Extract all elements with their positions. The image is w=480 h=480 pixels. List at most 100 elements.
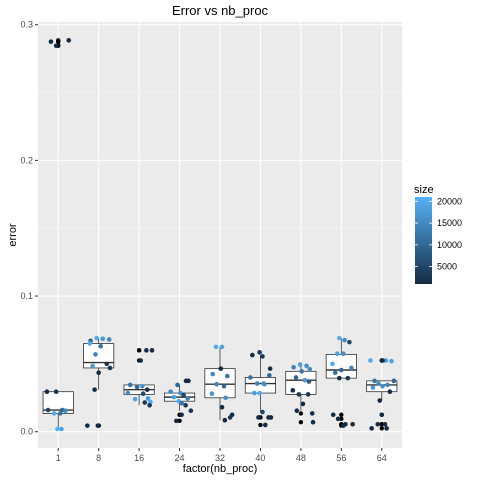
outlier-point	[339, 412, 344, 417]
jitter-point	[48, 39, 54, 44]
jitter-point	[53, 389, 59, 394]
jitter-point	[223, 395, 228, 401]
data-points	[44, 38, 397, 432]
jitter-point	[252, 390, 257, 396]
x-tick-label: 48	[296, 453, 306, 463]
legend-tick-label: 15000	[437, 218, 462, 228]
legend-tick-label: 5000	[437, 262, 457, 272]
jitter-point	[262, 422, 268, 428]
jitter-point	[66, 38, 72, 43]
jitter-point	[296, 392, 302, 397]
x-tick-label: 16	[134, 453, 144, 463]
jitter-point	[370, 385, 376, 390]
jitter-point	[93, 352, 98, 357]
size-legend: size 5000 10000 15000 20000	[414, 184, 462, 284]
box-iqr	[204, 368, 236, 399]
x-tick-label: 32	[215, 453, 225, 463]
jitter-point	[337, 335, 342, 341]
jitter-point	[140, 391, 146, 397]
jitter-point	[138, 358, 144, 363]
jitter-point	[290, 388, 296, 393]
jitter-point	[55, 426, 60, 432]
jitter-point	[260, 354, 265, 359]
jitter-point	[104, 361, 110, 367]
jitter-point	[127, 382, 133, 388]
outlier-point	[379, 422, 384, 427]
jitter-point	[181, 392, 186, 398]
jitter-point	[186, 378, 191, 384]
jitter-point	[106, 337, 112, 342]
jitter-point	[214, 381, 220, 387]
jitter-point	[45, 407, 51, 413]
jitter-point	[293, 375, 299, 380]
box-40	[244, 355, 277, 413]
jitter-point	[347, 339, 352, 345]
jitter-point	[175, 382, 180, 388]
x-tick-label: 64	[377, 453, 387, 463]
outlier-point	[258, 422, 263, 428]
jitter-point	[294, 408, 300, 413]
jitter-point	[382, 421, 388, 427]
jitter-point	[185, 396, 190, 401]
jitter-point	[179, 412, 184, 418]
jitter-point	[268, 415, 274, 420]
jitter-point	[144, 387, 150, 392]
y-tick-label: 0.3	[20, 20, 33, 30]
jitter-point	[140, 383, 145, 389]
box-iqr	[244, 377, 277, 394]
jitter-point	[379, 412, 385, 418]
jitter-point	[339, 367, 344, 373]
jitter-point	[90, 363, 95, 369]
box-iqr	[285, 370, 317, 395]
outlier-point	[177, 418, 182, 424]
jitter-point	[257, 390, 262, 396]
jitter-point	[95, 423, 101, 428]
jitter-point	[389, 358, 394, 364]
jitter-point	[145, 396, 151, 401]
legend-tick-label: 10000	[437, 240, 462, 250]
jitter-point	[376, 381, 381, 386]
jitter-point	[332, 370, 338, 376]
jitter-point	[380, 358, 385, 363]
legend-title: size	[414, 184, 434, 196]
jitter-point	[342, 337, 347, 343]
x-axis-title: factor(nb_proc)	[183, 463, 258, 475]
y-tick-label: 0.2	[20, 155, 33, 165]
jitter-point	[383, 358, 389, 363]
jitter-point	[330, 361, 335, 367]
jitter-point	[44, 389, 50, 394]
jitter-point	[304, 363, 309, 369]
jitter-point	[387, 389, 393, 394]
outlier-point	[56, 38, 61, 43]
jitter-point	[349, 365, 354, 371]
jitter-point	[174, 418, 179, 424]
x-tick-label: 1	[56, 453, 61, 463]
jitter-point	[345, 375, 351, 381]
jitter-point	[134, 384, 140, 390]
jitter-point	[300, 401, 306, 407]
jitter-point	[250, 352, 255, 358]
jitter-point	[94, 335, 99, 341]
jitter-point	[391, 378, 397, 384]
x-tick-label: 8	[96, 453, 101, 463]
jitter-point	[92, 387, 97, 392]
outlier-point	[298, 420, 304, 425]
jitter-point	[384, 426, 389, 431]
jitter-point	[221, 383, 227, 389]
jitter-point	[183, 402, 188, 408]
jitter-point	[368, 358, 373, 363]
jitter-point	[53, 43, 59, 49]
y-axis-title: error	[7, 223, 19, 247]
legend-tick-label: 20000	[437, 196, 462, 206]
jitter-point	[297, 362, 303, 367]
jitter-point	[335, 416, 341, 422]
jitter-point	[132, 396, 138, 402]
jitter-point	[310, 419, 316, 425]
x-tick-label: 56	[336, 453, 346, 463]
jitter-point	[171, 394, 177, 400]
jitter-point	[260, 409, 265, 415]
jitter-point	[267, 366, 273, 371]
jitter-point	[147, 402, 152, 408]
jitter-point	[341, 423, 346, 428]
